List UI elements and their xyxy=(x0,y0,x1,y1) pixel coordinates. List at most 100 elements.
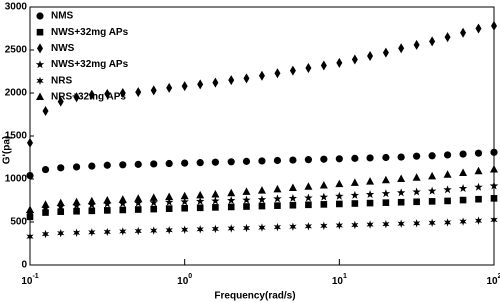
point xyxy=(257,186,266,194)
tick-exponent: -1 xyxy=(32,273,38,280)
point xyxy=(211,224,220,234)
point xyxy=(351,200,359,207)
point xyxy=(320,60,327,71)
point xyxy=(412,173,421,181)
point xyxy=(365,190,375,199)
y-tick-label: 500 xyxy=(10,217,27,228)
point xyxy=(366,220,374,229)
legend-label: NRS+32mg APs xyxy=(51,92,126,103)
point xyxy=(103,161,111,169)
point xyxy=(305,63,312,74)
legend-marker xyxy=(36,28,44,36)
point xyxy=(26,232,34,241)
point xyxy=(412,219,421,228)
point xyxy=(428,218,436,228)
point xyxy=(382,47,389,58)
point xyxy=(211,189,220,198)
point xyxy=(211,158,219,166)
point xyxy=(289,201,297,209)
point xyxy=(444,197,451,205)
point xyxy=(351,220,359,230)
point xyxy=(459,217,467,226)
point xyxy=(166,82,173,93)
point xyxy=(443,185,452,194)
point xyxy=(134,226,142,236)
tick-exponent: 0 xyxy=(188,273,192,280)
point xyxy=(181,159,189,167)
point xyxy=(459,150,467,158)
point xyxy=(41,165,50,174)
series xyxy=(26,148,498,180)
point xyxy=(87,200,96,209)
point xyxy=(397,198,405,206)
point xyxy=(118,195,127,203)
point xyxy=(42,106,49,117)
point xyxy=(228,75,235,86)
point xyxy=(134,194,143,202)
point xyxy=(335,191,344,200)
point xyxy=(150,160,158,168)
point xyxy=(413,152,421,160)
point xyxy=(396,188,406,197)
point xyxy=(319,192,329,201)
point xyxy=(397,153,405,161)
point xyxy=(211,196,220,205)
point xyxy=(257,195,267,204)
point xyxy=(103,227,111,237)
point xyxy=(57,164,65,172)
tick-base: 10 xyxy=(486,276,498,287)
point xyxy=(118,199,127,208)
point xyxy=(366,177,375,185)
point xyxy=(335,221,343,230)
point xyxy=(72,197,81,206)
y-tick-label: 1500 xyxy=(5,131,28,142)
point xyxy=(474,166,483,175)
point xyxy=(180,191,189,200)
point xyxy=(304,156,313,164)
point xyxy=(196,196,205,205)
point xyxy=(134,198,143,207)
point xyxy=(289,65,296,76)
point xyxy=(288,183,297,192)
point xyxy=(41,229,50,239)
point xyxy=(475,195,482,203)
legend-entry: NWS xyxy=(37,43,75,54)
point xyxy=(227,188,236,197)
point xyxy=(104,88,111,99)
point xyxy=(181,204,188,212)
point xyxy=(57,228,65,238)
point xyxy=(273,194,282,203)
legend-marker xyxy=(36,12,44,20)
point xyxy=(88,228,96,237)
y-tick-label: 0 xyxy=(21,260,27,271)
point xyxy=(227,196,236,205)
point xyxy=(119,161,127,169)
point xyxy=(149,198,158,207)
point xyxy=(181,81,188,92)
point xyxy=(305,201,312,209)
legend-entry: NMS xyxy=(36,11,74,22)
point xyxy=(57,96,64,107)
point xyxy=(72,163,81,171)
point xyxy=(289,156,297,164)
point xyxy=(87,196,96,205)
point xyxy=(25,209,35,217)
point xyxy=(443,218,452,227)
point xyxy=(165,192,174,201)
legend-entry: NRS+32mg APs xyxy=(36,92,126,103)
point xyxy=(149,193,158,201)
y-tick-label: 2000 xyxy=(5,88,28,99)
x-tick-label: 10-1 xyxy=(21,273,38,287)
point xyxy=(428,152,436,160)
point xyxy=(134,160,142,168)
point xyxy=(164,197,174,206)
point xyxy=(474,149,483,157)
point xyxy=(57,208,65,215)
point xyxy=(27,137,33,148)
point xyxy=(150,226,158,235)
point xyxy=(351,54,358,65)
point xyxy=(274,68,281,79)
x-axis-label: Frequency(rad/s) xyxy=(214,291,295,302)
point xyxy=(459,196,467,204)
